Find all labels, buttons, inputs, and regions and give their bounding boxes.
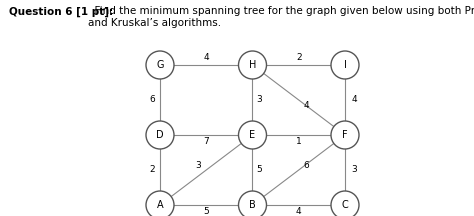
Text: Find the minimum spanning tree for the graph given below using both Prim’s
and K: Find the minimum spanning tree for the g… xyxy=(88,6,474,28)
Text: B: B xyxy=(249,200,256,210)
Circle shape xyxy=(146,191,174,216)
Text: 5: 5 xyxy=(203,208,209,216)
Text: 7: 7 xyxy=(203,138,209,146)
Text: 3: 3 xyxy=(256,95,263,105)
Text: E: E xyxy=(249,130,255,140)
Text: 1: 1 xyxy=(296,138,301,146)
Text: 2: 2 xyxy=(149,165,155,175)
Text: 4: 4 xyxy=(304,100,310,110)
Text: 3: 3 xyxy=(195,160,201,170)
Text: 6: 6 xyxy=(304,160,310,170)
Circle shape xyxy=(238,121,266,149)
Circle shape xyxy=(331,191,359,216)
Text: C: C xyxy=(342,200,348,210)
Text: 4: 4 xyxy=(203,54,209,62)
Text: G: G xyxy=(156,60,164,70)
Text: F: F xyxy=(342,130,348,140)
Text: 2: 2 xyxy=(296,54,301,62)
Text: D: D xyxy=(156,130,164,140)
Circle shape xyxy=(331,51,359,79)
Text: A: A xyxy=(157,200,164,210)
Text: I: I xyxy=(344,60,346,70)
Circle shape xyxy=(331,121,359,149)
Text: H: H xyxy=(249,60,256,70)
Text: 4: 4 xyxy=(351,95,357,105)
Text: 3: 3 xyxy=(351,165,357,175)
Circle shape xyxy=(238,51,266,79)
Text: 5: 5 xyxy=(256,165,263,175)
Circle shape xyxy=(146,51,174,79)
Text: 4: 4 xyxy=(296,208,301,216)
Text: Question 6 [1 pt]:: Question 6 [1 pt]: xyxy=(9,6,114,17)
Text: 6: 6 xyxy=(149,95,155,105)
Circle shape xyxy=(146,121,174,149)
Circle shape xyxy=(238,191,266,216)
